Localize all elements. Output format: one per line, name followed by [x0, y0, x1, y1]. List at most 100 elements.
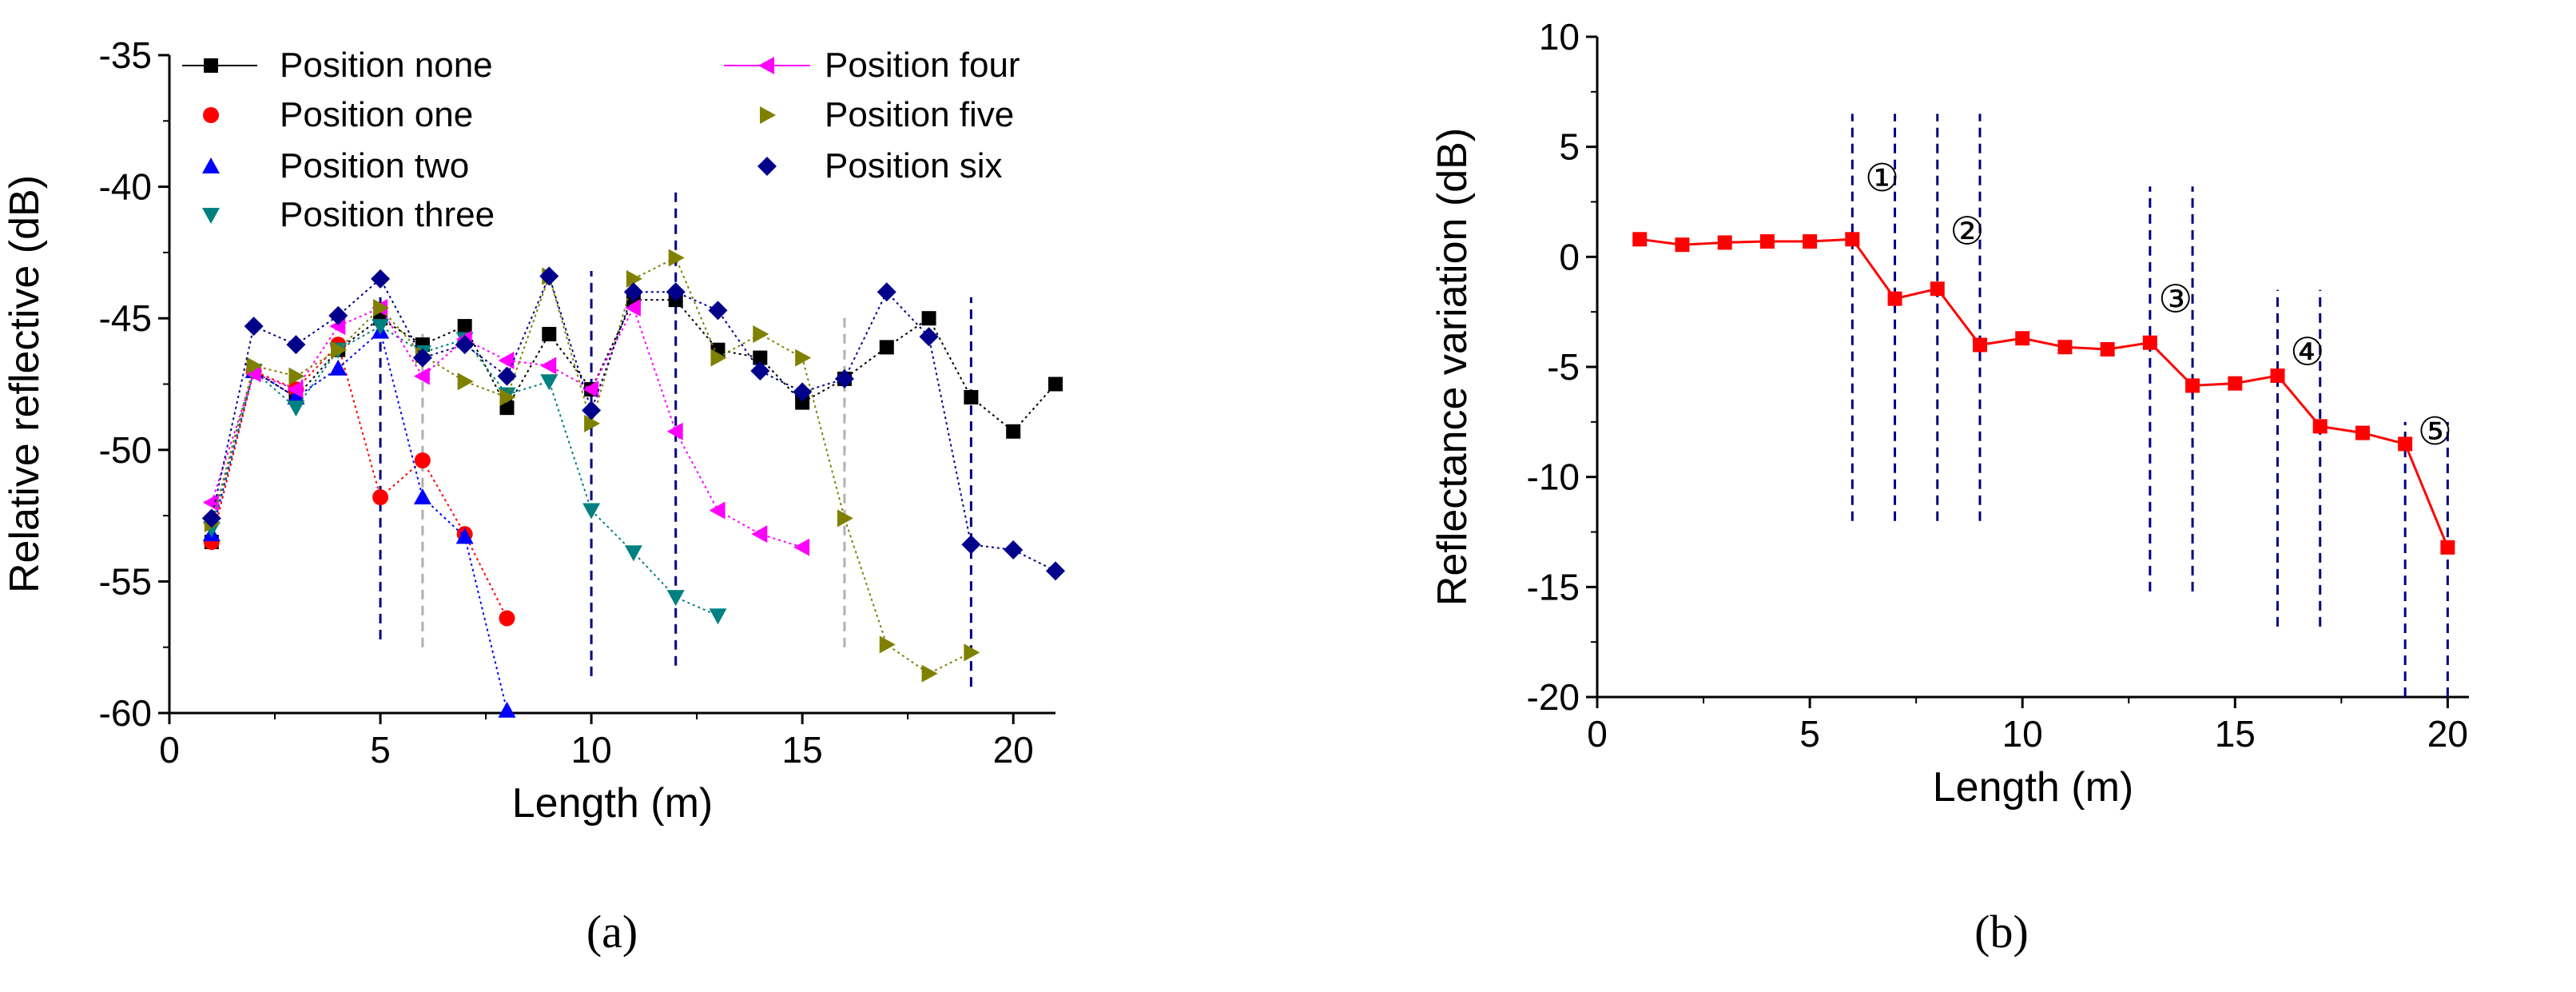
x-tick-label: 0 [159, 729, 180, 771]
chart-panel-b: 0 5 10 15 20 -20 -15 -10 -5 0 5 10 Length (m) Reflect… [1429, 16, 2469, 958]
data-point [288, 367, 305, 385]
data-point [1930, 281, 1945, 297]
data-point [412, 348, 432, 368]
y-tick-label: -20 [1527, 676, 1580, 718]
data-point [1972, 337, 1987, 353]
data-point [1675, 237, 1690, 253]
data-point [709, 608, 727, 625]
data-point [709, 501, 725, 520]
annotation-label: ② [1950, 210, 1984, 253]
data-point [540, 357, 557, 375]
data-point [373, 299, 390, 317]
data-point [795, 395, 810, 410]
data-point [961, 535, 981, 555]
data-point [246, 357, 263, 375]
legend-label: Position four [825, 46, 1020, 85]
data-point [582, 380, 599, 399]
data-point [455, 335, 475, 355]
data-point [793, 382, 813, 402]
data-point [498, 701, 516, 718]
data-point [795, 349, 812, 367]
data-point [2312, 419, 2328, 434]
legend-marker [758, 57, 774, 74]
legend-marker [203, 107, 219, 123]
data-point [879, 635, 896, 654]
data-point [582, 400, 602, 420]
data-point [750, 361, 770, 381]
data-point [499, 610, 515, 627]
data-point [964, 643, 980, 662]
data-point [1046, 561, 1065, 581]
y-tick-label: -10 [1527, 456, 1580, 498]
data-point [244, 365, 261, 383]
legend-label: Position three [280, 195, 495, 234]
data-point [1759, 234, 1775, 249]
y-tick-label: -5 [1547, 346, 1580, 388]
data-point [2228, 376, 2243, 391]
data-point [668, 249, 685, 267]
x-axis-label: Length (m) [512, 780, 713, 827]
data-point [2398, 436, 2413, 452]
data-point [2270, 369, 2285, 384]
data-point [666, 282, 686, 302]
data-point [2015, 331, 2030, 346]
legend-label: Position five [825, 95, 1014, 134]
x-tick-label: 0 [1587, 713, 1608, 755]
y-tick-label: -45 [99, 297, 152, 339]
data-point [921, 311, 936, 326]
annotation-label: ⑤ [2418, 411, 2452, 453]
data-point [201, 508, 221, 528]
x-tick-label: 15 [782, 729, 823, 771]
series-line [210, 325, 718, 617]
data-point [626, 269, 642, 288]
data-point [1632, 232, 1648, 247]
data-point [753, 350, 768, 365]
data-point [624, 545, 642, 562]
data-point [793, 538, 810, 556]
data-point [879, 340, 894, 355]
y-tick-label: -50 [99, 429, 152, 471]
x-axis-label: Length (m) [1933, 764, 2133, 811]
data-point [287, 388, 305, 404]
data-point [921, 664, 938, 683]
x-tick-label: 5 [1799, 713, 1820, 755]
data-point [877, 282, 896, 302]
data-point [372, 489, 389, 506]
data-point [457, 319, 472, 334]
y-tick-label: -60 [99, 692, 152, 734]
data-point [2142, 335, 2157, 350]
y-tick-label: 5 [1559, 126, 1580, 168]
data-point [244, 317, 264, 337]
y-axis-label: Reflectance variation (dB) [1429, 128, 1476, 606]
data-point [753, 325, 769, 343]
chart-panel-a: 0 5 10 15 20 -60 -55 -50 -45 -40 -35 Length (m) Rela… [2, 34, 1065, 958]
series-line [1640, 237, 2449, 548]
data-point [2100, 341, 2115, 357]
data-point [413, 367, 430, 385]
data-point [582, 503, 601, 520]
data-point [286, 335, 306, 355]
data-point [751, 525, 768, 544]
panel-caption: (b) [1974, 906, 2029, 958]
data-point [834, 369, 854, 388]
annotation-label: ④ [2290, 332, 2324, 374]
data-point [329, 359, 348, 376]
data-point [1004, 540, 1024, 560]
x-tick-label: 15 [2215, 713, 2256, 755]
data-point [964, 389, 979, 404]
data-point [710, 349, 727, 367]
legend-label: Position two [280, 146, 469, 185]
series-line [210, 299, 1056, 543]
x-tick-label: 20 [2427, 713, 2468, 755]
data-point [584, 414, 601, 432]
data-point [539, 266, 559, 286]
x-tick-label: 10 [571, 729, 612, 771]
panel-caption: (a) [586, 906, 638, 958]
data-point [371, 269, 391, 289]
y-tick-label: -55 [99, 560, 152, 602]
data-point [2440, 540, 2455, 555]
data-point [666, 422, 683, 440]
data-point [919, 327, 939, 347]
data-point [708, 301, 728, 321]
